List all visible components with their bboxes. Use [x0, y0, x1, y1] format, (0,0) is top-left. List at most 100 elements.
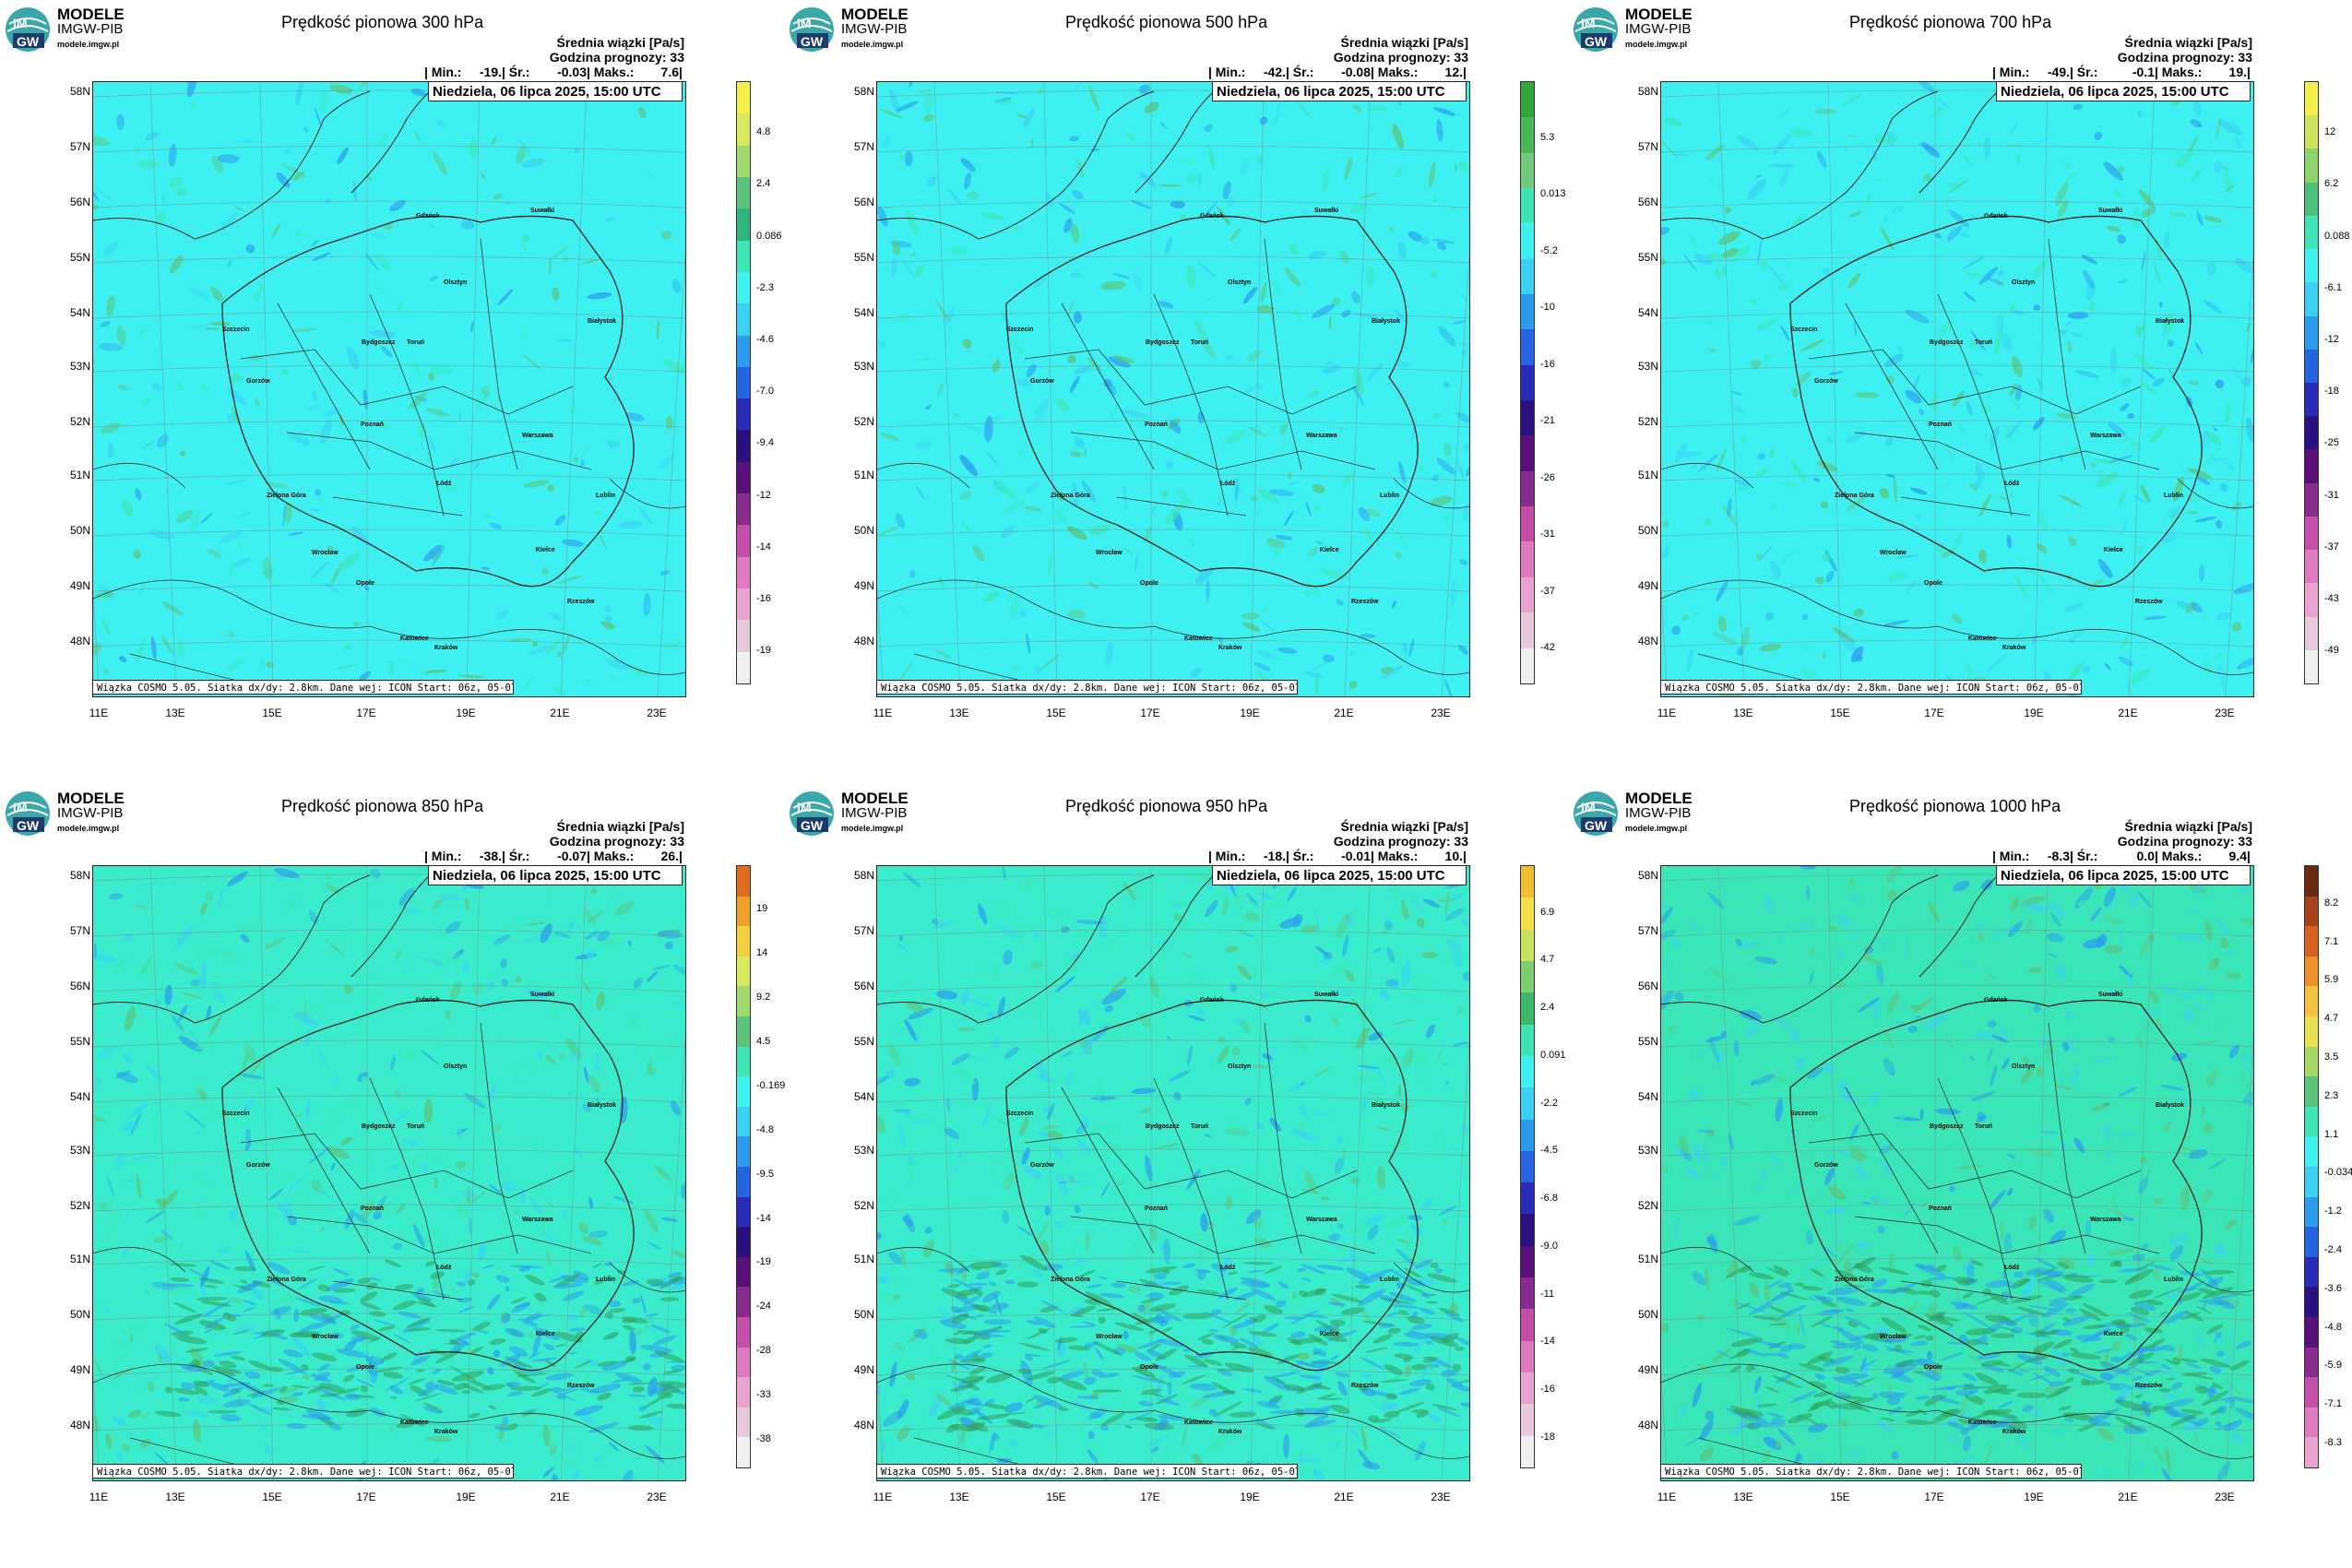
city-label: Olsztyn [444, 1063, 468, 1070]
lat-label: 49N [853, 579, 874, 592]
panel-title: Prędkość pionowa 300 hPa [281, 13, 484, 31]
lon-label: 15E [262, 1491, 282, 1503]
city-label: Rzeszów [567, 1383, 595, 1389]
max-value: 26. [660, 849, 679, 863]
svg-text:IM: IM [797, 16, 812, 30]
colorbar [1520, 865, 1535, 1468]
colorbar-tick: 2.4 [756, 178, 771, 190]
colorbar-tick: -2.4 [2324, 1243, 2342, 1255]
stats-line: | Min.: -8.3| Śr.: 0.0| Maks.: 9.4 | [1992, 849, 2253, 863]
colorbar-segment [737, 620, 750, 652]
forecast-hour: Godzina prognozy: 33 [1333, 834, 1468, 849]
colorbar-segment [1521, 1309, 1534, 1341]
map-field [93, 866, 685, 1480]
colorbar-tick: 7.1 [2324, 935, 2339, 947]
city-label: Olsztyn [1228, 1063, 1252, 1070]
city-label: Szczecin [1790, 327, 1818, 333]
colorbar-segment [737, 525, 750, 557]
date-box: Niedziela, 06 lipca 2025, 15:00 UTC [1212, 81, 1467, 101]
colorbar-tick: -4.6 [756, 334, 774, 346]
colorbar-segment [2305, 282, 2318, 316]
colorbar-tick: 0.013 [1540, 188, 1566, 200]
lat-label: 53N [69, 360, 90, 373]
lat-label: 55N [853, 1035, 874, 1048]
lon-label: 15E [262, 707, 282, 719]
colorbar-segment [2305, 649, 2318, 683]
colorbar [736, 81, 751, 684]
lon-label: 19E [1240, 707, 1260, 719]
lon-label: 13E [1733, 1491, 1753, 1503]
colorbar-segment [737, 493, 750, 526]
colorbar-segment [737, 1016, 750, 1047]
colorbar-segment [1521, 329, 1534, 365]
lat-label: 49N [1637, 1363, 1658, 1376]
colorbar-segment [2305, 956, 2318, 987]
svg-text:IM: IM [1581, 800, 1596, 814]
colorbar-tick: -7.1 [2324, 1398, 2342, 1410]
colorbar-segment [1521, 506, 1534, 542]
colorbar-segment [2305, 616, 2318, 650]
city-label: Opole [356, 1364, 374, 1371]
city-label: Gdańsk [1200, 213, 1224, 220]
colorbar-segment [737, 926, 750, 956]
city-label: Kielce [1320, 547, 1339, 553]
city-label: Olsztyn [2012, 1063, 2036, 1070]
colorbar-tick: -18 [1540, 1431, 1555, 1443]
colorbar-segment [2305, 1016, 2318, 1047]
colorbar-tick: -31 [1540, 529, 1555, 540]
city-label: Opole [1924, 1364, 1942, 1371]
city-label: Gorzów [1814, 1162, 1838, 1169]
panel-header: Średnia wiązki [Pa/s] Godzina prognozy: 3… [2118, 35, 2252, 65]
lat-label: 58N [853, 869, 874, 882]
colorbar-segment [2305, 1227, 2318, 1257]
colorbar-segment [737, 1196, 750, 1228]
forecast-hour: Godzina prognozy: 33 [2117, 50, 2252, 65]
lat-label: 50N [69, 524, 90, 537]
avg-value: 0.0 [2136, 849, 2155, 863]
forecast-panel: IM GW MODELE IMGW-PIB modele.imgw.pl Prędkość… [0, 784, 785, 1568]
colorbar-tick: 2.4 [1540, 1002, 1555, 1014]
colorbar-segment [737, 366, 750, 399]
lon-label: 23E [647, 1491, 667, 1503]
colorbar [1520, 81, 1535, 684]
city-label: Kielce [536, 1331, 555, 1337]
lon-label: 13E [949, 1491, 969, 1503]
colorbar-segment [737, 176, 750, 209]
model-footer: Wiązka COSMO 5.05. Siatka dx/dy: 2.8km. … [92, 680, 514, 695]
colorbar-segment [737, 208, 750, 241]
colorbar-tick: -21 [1540, 415, 1555, 427]
colorbar-segment [2305, 926, 2318, 956]
stats-line: | Min.: -49.| Śr.: -0.1| Maks.: 19. | [1992, 65, 2253, 79]
lat-label: 54N [1637, 1090, 1658, 1103]
colorbar-tick: 0.091 [1540, 1049, 1566, 1061]
lat-label: 55N [69, 251, 90, 264]
logo-line1: MODELE [1625, 6, 1693, 23]
stats-end: | [2247, 65, 2251, 79]
city-label: Zielona Góra [267, 493, 306, 499]
map-field [877, 866, 1469, 1480]
colorbar-segment [737, 430, 750, 462]
city-label: Łódź [436, 1265, 452, 1271]
min-value: -38. [479, 849, 502, 863]
lat-label: 53N [853, 1144, 874, 1157]
colorbar-segment [1521, 470, 1534, 507]
lat-label: 58N [1637, 85, 1658, 98]
logo-line1: MODELE [57, 6, 125, 23]
colorbar-segment [737, 1287, 750, 1317]
lat-label: 48N [1637, 635, 1658, 647]
colorbar-segment [1521, 1245, 1534, 1278]
lat-label: 56N [853, 196, 874, 208]
lat-label: 56N [1637, 196, 1658, 208]
imgw-logo-icon: IM GW [6, 791, 50, 836]
date-box: Niedziela, 06 lipca 2025, 15:00 UTC [428, 865, 683, 885]
colorbar [736, 865, 751, 1468]
city-label: Bydgoszcz [1930, 339, 1964, 346]
colorbar-segment [2305, 1287, 2318, 1317]
city-label: Warszawa [1306, 1217, 1337, 1223]
lat-label: 51N [1637, 469, 1658, 481]
model-footer: Wiązka COSMO 5.05. Siatka dx/dy: 2.8km. … [92, 1464, 514, 1479]
city-label: Gdańsk [1984, 997, 2008, 1004]
colorbar-tick: -49 [2324, 645, 2339, 657]
colorbar-segment [737, 1377, 750, 1408]
colorbar-tick: -2.2 [1540, 1097, 1558, 1109]
